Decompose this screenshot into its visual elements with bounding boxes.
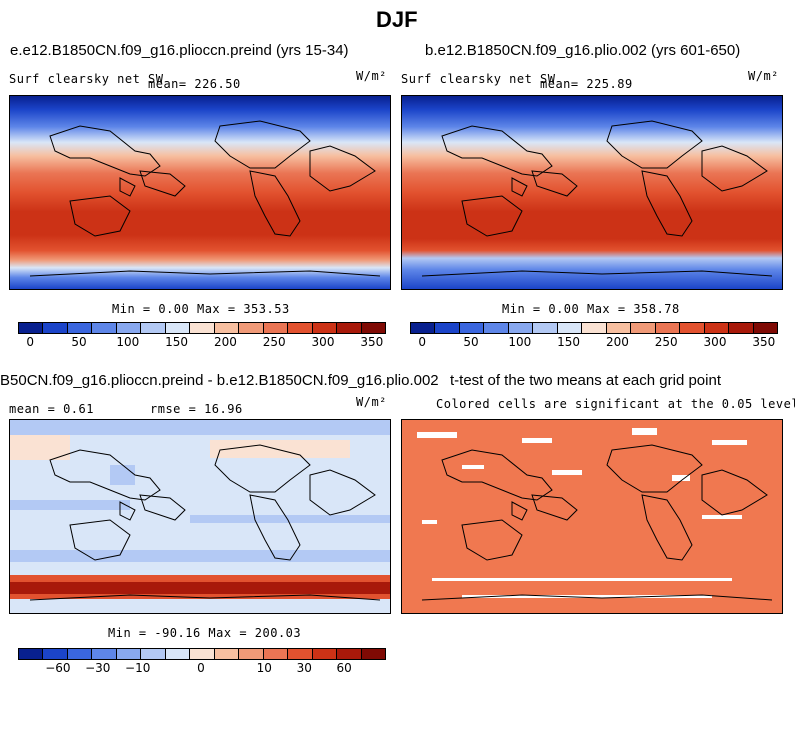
- colorbar-tick-label: −30: [85, 661, 111, 675]
- colorbar-cell: [704, 323, 730, 333]
- colorbar-cell: [533, 323, 558, 333]
- colorbar-tick-label: 250: [654, 335, 678, 349]
- colorbar-cell: [753, 323, 778, 333]
- colorbar-cell: [190, 323, 215, 333]
- colorbar-cell: [214, 649, 240, 659]
- units-label-top-left: W/m²: [356, 69, 387, 83]
- colorbar-cell: [141, 323, 166, 333]
- colorbar-tick-label: 350: [752, 335, 776, 349]
- colorbar-cell: [582, 323, 607, 333]
- variable-label-top-left: Surf clearsky net SW: [9, 72, 164, 86]
- colorbar-tick-label: 150: [165, 335, 189, 349]
- map-bottom-right: [401, 419, 783, 614]
- colorbar-tick-label: 350: [360, 335, 384, 349]
- colorbar-tick-label: 150: [557, 335, 581, 349]
- colorbar-cell: [116, 649, 142, 659]
- colorbar-tick-label: 30: [296, 661, 312, 675]
- colorbar-cell: [263, 649, 289, 659]
- colorbar-tick-label: −60: [45, 661, 71, 675]
- units-label-top-right: W/m²: [748, 69, 779, 83]
- colorbar-cell: [655, 323, 681, 333]
- colorbar-cell: [557, 323, 583, 333]
- colorbar-cell: [631, 323, 656, 333]
- colorbar-tick-label: 60: [336, 661, 352, 675]
- colorbar-tick-label: 0: [197, 661, 205, 675]
- colorbar-cell: [92, 649, 117, 659]
- colorbar-cell: [606, 323, 632, 333]
- colorbar-cell: [214, 323, 240, 333]
- panel-title-top-left: e.e12.B1850CN.f09_g16.plioccn.preind (yr…: [10, 42, 349, 59]
- rmse-label-bottom-left: rmse = 16.96: [150, 402, 243, 416]
- map-top-left: [9, 95, 391, 290]
- colorbar-cell: [239, 649, 264, 659]
- map-top-right: [401, 95, 783, 290]
- colorbar-tick-label: 50: [463, 335, 479, 349]
- colorbar-cell: [67, 323, 93, 333]
- colorbar-cell: [288, 323, 313, 333]
- mean-label-bottom-left: mean = 0.61: [9, 402, 94, 416]
- colorbar-cell: [337, 649, 362, 659]
- colorbar-tick-label: 300: [311, 335, 335, 349]
- colorbar-cell: [361, 323, 386, 333]
- colorbar-cell: [141, 649, 166, 659]
- colorbar-cell: [165, 649, 191, 659]
- colorbar-cell: [361, 649, 386, 659]
- colorbar-cell: [92, 323, 117, 333]
- colorbar-cell: [337, 323, 362, 333]
- colorbar-tick-label: 300: [703, 335, 727, 349]
- colorbar-cell: [729, 323, 754, 333]
- colorbar-cell: [508, 323, 534, 333]
- colorbar-cell: [67, 649, 93, 659]
- colorbar-cell: [116, 323, 142, 333]
- colorbar-cell: [459, 323, 485, 333]
- panel-title-bottom-right: t-test of the two means at each grid poi…: [450, 372, 721, 389]
- colorbar-top-left: [18, 322, 386, 334]
- colorbar-cell: [312, 649, 338, 659]
- subtitle-bottom-right: Colored cells are significant at the 0.0…: [436, 397, 795, 411]
- colorbar-cell: [263, 323, 289, 333]
- colorbar-cell: [165, 323, 191, 333]
- colorbar-cell: [19, 649, 44, 659]
- colorbar-cell: [680, 323, 705, 333]
- units-label-bottom-left: W/m²: [356, 395, 387, 409]
- stats-label-top-right: Min = 0.00 Max = 358.78: [502, 302, 680, 316]
- map-bottom-left: [9, 419, 391, 614]
- panel-title-bottom-left: B50CN.f09_g16.plioccn.preind - b.e12.B18…: [0, 372, 439, 389]
- colorbar-tick-label: 100: [508, 335, 532, 349]
- colorbar-tick-label: 10: [256, 661, 272, 675]
- colorbar-cell: [19, 323, 44, 333]
- mean-label-top-left: mean= 226.50: [148, 77, 241, 91]
- colorbar-cell: [43, 323, 68, 333]
- variable-label-top-right: Surf clearsky net SW: [401, 72, 556, 86]
- colorbar-tick-label: 100: [116, 335, 140, 349]
- colorbar-tick-label: 200: [605, 335, 629, 349]
- panel-title-top-right: b.e12.B1850CN.f09_g16.plio.002 (yrs 601-…: [425, 42, 741, 59]
- colorbar-ticks-top-left: 0 50 100 150 200 250 300 350: [18, 335, 384, 349]
- colorbar-bottom-left: [18, 648, 386, 660]
- colorbar-cell: [239, 323, 264, 333]
- stats-label-top-left: Min = 0.00 Max = 353.53: [112, 302, 290, 316]
- colorbar-cell: [190, 649, 215, 659]
- figure-title: DJF: [376, 7, 418, 32]
- colorbar-tick-label: −10: [125, 661, 151, 675]
- colorbar-cell: [288, 649, 313, 659]
- colorbar-tick-label: 250: [262, 335, 286, 349]
- colorbar-cell: [484, 323, 509, 333]
- mean-label-top-right: mean= 225.89: [540, 77, 633, 91]
- colorbar-ticks-bottom-left: −60 −30 −10 0 10 30 60: [18, 661, 384, 675]
- colorbar-cell: [312, 323, 338, 333]
- colorbar-tick-label: 50: [71, 335, 87, 349]
- colorbar-cell: [435, 323, 460, 333]
- colorbar-cell: [43, 649, 68, 659]
- colorbar-top-right: [410, 322, 778, 334]
- colorbar-cell: [411, 323, 436, 333]
- colorbar-tick-label: 0: [418, 335, 427, 349]
- stats-label-bottom-left: Min = -90.16 Max = 200.03: [108, 626, 302, 640]
- colorbar-tick-label: 0: [26, 335, 35, 349]
- colorbar-tick-label: 200: [213, 335, 237, 349]
- colorbar-ticks-top-right: 0 50 100 150 200 250 300 350: [410, 335, 776, 349]
